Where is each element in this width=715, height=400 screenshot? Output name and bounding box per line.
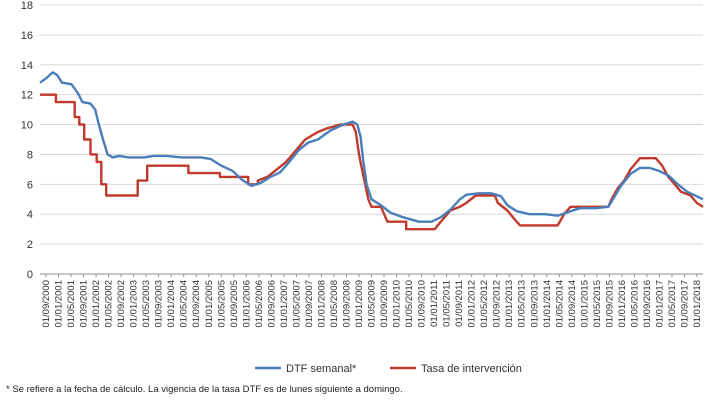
x-tick-label: 01/05/2013	[517, 280, 528, 328]
x-tick-label: 01/05/2002	[104, 280, 115, 328]
x-tick-label: 01/01/2015	[579, 280, 590, 328]
x-tick-label: 01/05/2012	[479, 280, 490, 328]
x-tick-label: 01/01/2009	[354, 280, 365, 328]
x-tick-label: 01/09/2017	[679, 280, 690, 328]
y-tick-label: 16	[21, 30, 33, 42]
x-tick-label: 01/05/2010	[404, 280, 415, 328]
x-tick-label: 01/09/2003	[154, 280, 165, 328]
x-tick-label: 01/09/2012	[492, 280, 503, 328]
x-tick-label: 01/09/2010	[417, 280, 428, 328]
x-tick-label: 01/01/2005	[204, 280, 215, 328]
x-tick-label: 01/09/2008	[341, 280, 352, 328]
x-tick-label: 01/01/2003	[129, 280, 140, 328]
x-tick-label: 01/09/2000	[41, 280, 52, 328]
y-tick-label: 10	[21, 120, 33, 132]
x-tick-label: 01/09/2013	[529, 280, 540, 328]
x-tick-label: 01/01/2004	[166, 280, 177, 328]
x-tick-label: 01/01/2008	[316, 280, 327, 328]
x-tick-label: 01/05/2014	[554, 280, 565, 328]
x-tick-label: 01/09/2015	[604, 280, 615, 328]
x-tick-label: 01/05/2011	[442, 280, 453, 327]
x-tick-label: 01/01/2018	[692, 280, 703, 328]
x-tick-label: 01/05/2001	[66, 280, 77, 328]
legend: DTF semanal* Tasa de intervención	[255, 363, 522, 375]
x-tick-label: 01/01/2006	[241, 280, 252, 328]
y-tick-label: 18	[21, 0, 33, 12]
x-tick-label: 01/05/2004	[179, 280, 190, 328]
gridlines	[40, 4, 703, 275]
x-tick-label: 01/01/2001	[54, 280, 65, 328]
legend-label: Tasa de intervención	[421, 363, 522, 375]
x-tick-label: 01/01/2011	[429, 280, 440, 327]
x-tick-label: 01/01/2010	[392, 280, 403, 328]
x-tick-label: 01/01/2007	[279, 280, 290, 328]
x-tick-label: 01/05/2003	[141, 280, 152, 328]
x-tick-label: 01/09/2006	[266, 280, 277, 328]
x-tick-label: 01/09/2005	[229, 280, 240, 328]
x-tick-label: 01/05/2009	[367, 280, 378, 328]
x-tick-label: 01/01/2016	[617, 280, 628, 328]
y-tick-label: 8	[27, 149, 33, 161]
x-tick-label: 01/05/2005	[216, 280, 227, 328]
x-tick-label: 01/05/2008	[329, 280, 340, 328]
x-tick-label: 01/05/2006	[254, 280, 265, 328]
x-tick-label: 01/09/2014	[567, 280, 578, 328]
footnote: * Se refiere a la fecha de cálculo. La v…	[6, 384, 403, 395]
x-tick-label: 01/05/2015	[592, 280, 603, 328]
legend-label: DTF semanal*	[286, 363, 357, 375]
x-axis-ticks: 01/09/2000 01/01/2001 01/05/2001 01/09/2001…	[41, 274, 703, 328]
x-tick-label: 01/05/2007	[291, 280, 302, 328]
x-tick-label: 01/05/2017	[667, 280, 678, 328]
x-tick-label: 01/01/2017	[654, 280, 665, 328]
series-line-tasa-intervencion	[40, 93, 704, 231]
y-tick-label: 12	[21, 90, 33, 102]
y-tick-label: 14	[21, 60, 33, 72]
y-tick-label: 4	[27, 209, 33, 221]
x-tick-label: 01/09/2002	[116, 280, 127, 328]
x-tick-label: 01/01/2013	[504, 280, 515, 328]
x-tick-label: 01/09/2007	[304, 280, 315, 328]
y-tick-label: 6	[27, 179, 33, 191]
y-tick-label: 0	[27, 269, 33, 281]
series-line-dtf-semanal	[39, 71, 704, 223]
x-tick-label: 01/01/2014	[542, 280, 553, 328]
series-lines	[39, 71, 704, 231]
y-axis-ticks: 0 2 4 6 8 10 12 14 16 18	[21, 0, 33, 281]
x-tick-label: 01/09/2009	[379, 280, 390, 328]
x-tick-label: 01/01/2012	[467, 280, 478, 328]
x-tick-label: 01/01/2002	[91, 280, 102, 328]
x-tick-label: 01/09/2016	[642, 280, 653, 328]
x-tick-label: 01/05/2016	[629, 280, 640, 328]
x-tick-label: 01/09/2004	[191, 280, 202, 328]
y-tick-label: 2	[27, 239, 33, 251]
x-tick-label: 01/09/2011	[454, 280, 465, 327]
x-tick-label: 01/09/2001	[79, 280, 90, 328]
